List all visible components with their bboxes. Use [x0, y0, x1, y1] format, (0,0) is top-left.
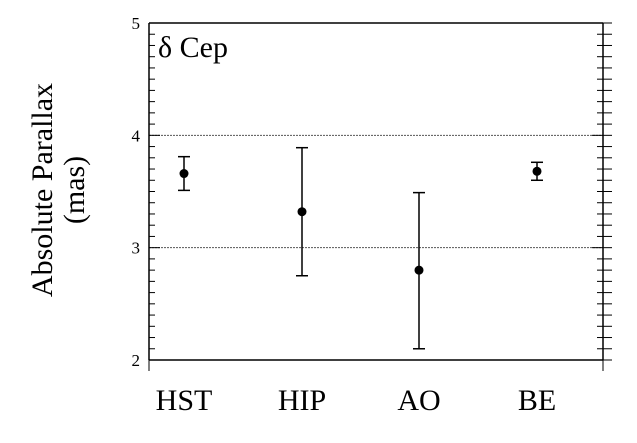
data-marks — [178, 146, 543, 350]
y-axis-label-line1: Absolute Parallax — [26, 83, 59, 297]
data-point — [414, 265, 424, 275]
axes — [148, 22, 604, 361]
y-tick-label: 3 — [132, 239, 141, 258]
star-name-annotation: δ Cep — [158, 31, 228, 64]
reference-lines — [149, 134, 603, 249]
y-tick-label: 2 — [132, 351, 141, 370]
x-category-label: HST — [156, 384, 213, 417]
y-tick-label: 5 — [132, 14, 141, 33]
data-point — [179, 169, 189, 179]
x-category-label: HIP — [278, 384, 326, 417]
data-point — [532, 166, 542, 176]
y-axis-label-line2: (mas) — [58, 156, 91, 224]
axis-ticks: 2 3 4 5 HST HIP AO BE — [132, 14, 612, 417]
data-point — [297, 207, 307, 217]
x-category-label: AO — [397, 384, 440, 417]
y-tick-label: 4 — [132, 126, 141, 145]
x-category-label: BE — [518, 384, 556, 417]
